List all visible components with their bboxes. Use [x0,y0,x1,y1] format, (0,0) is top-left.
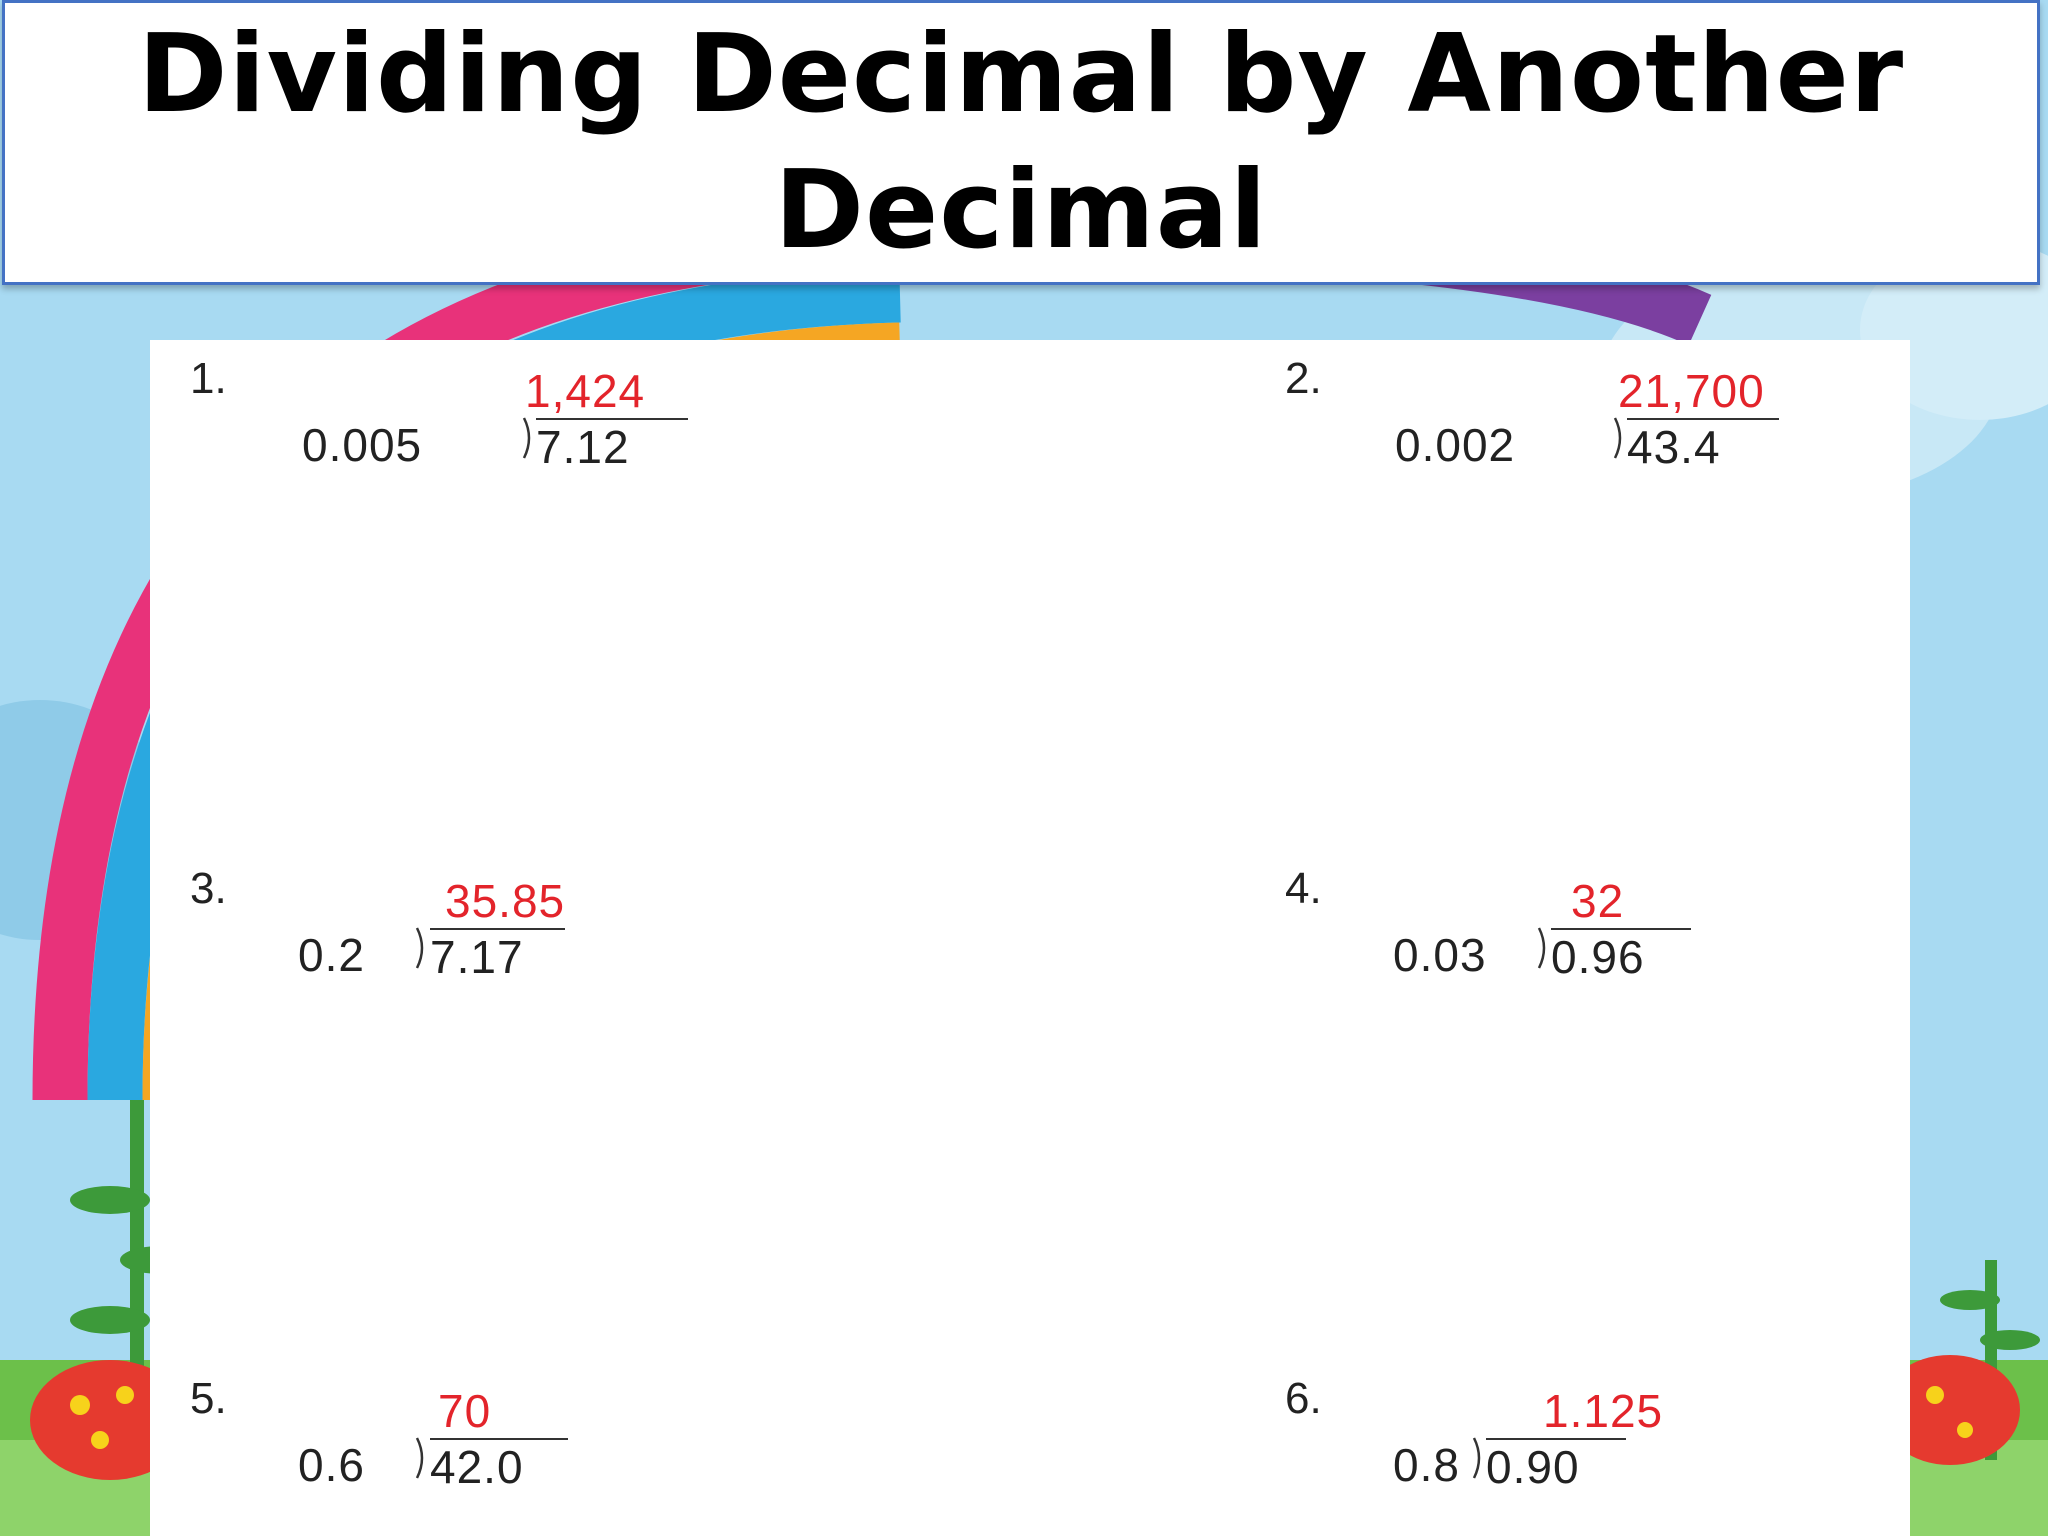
mushroom-right [1880,1355,2020,1465]
quotient-answer: 1,424 [525,365,646,417]
problem-5: 5. 70 0.6 42.0 [190,1374,890,1494]
division-bracket [1613,417,1622,459]
problem-number: 2. [1285,354,1322,403]
plant-left [70,1100,200,1400]
problem-4: 4. 32 0.03 0.96 [1285,864,1845,984]
dividend: 7.17 [430,928,565,984]
divisor: 0.2 [298,929,365,981]
quotient-answer: 32 [1571,875,1625,927]
dividend: 0.96 [1551,928,1691,984]
problem-1: 1. 1,424 0.005 7.12 [190,354,890,474]
problem-6: 6. 1.125 0.8 0.90 [1285,1374,1845,1494]
quotient-answer: 70 [438,1385,492,1437]
divisor: 0.002 [1395,419,1516,471]
title-box: Dividing Decimal by Another Decimal [2,0,2040,285]
slide-title: Dividing Decimal by Another Decimal [137,11,1905,273]
division-bracket [522,417,531,459]
problem-number: 1. [190,354,227,403]
quotient-answer: 35.85 [445,875,566,927]
problem-number: 6. [1285,1374,1322,1423]
problem-2: 2. 21,700 0.002 43.4 [1285,354,1845,474]
problem-number: 4. [1285,864,1322,913]
divisor: 0.8 [1393,1439,1460,1491]
division-bracket [1472,1437,1481,1479]
division-bracket [415,927,424,969]
dividend: 42.0 [430,1438,568,1494]
dividend: 7.12 [536,418,688,474]
quotient-answer: 21,700 [1618,365,1765,417]
division-bracket [1537,927,1546,969]
divisor: 0.03 [1393,929,1487,981]
problem-number: 5. [190,1374,227,1423]
problem-3: 3. 35.85 0.2 7.17 [190,864,890,984]
dividend: 0.90 [1486,1438,1626,1494]
quotient-answer: 1.125 [1543,1385,1664,1437]
divisor: 0.6 [298,1439,365,1491]
division-bracket [415,1437,424,1479]
worksheet-panel: 1. 1,424 0.005 7.12 2. 21,700 0.002 43.4… [150,340,1910,1536]
divisor: 0.005 [302,419,423,471]
problem-number: 3. [190,864,227,913]
dividend: 43.4 [1627,418,1779,474]
